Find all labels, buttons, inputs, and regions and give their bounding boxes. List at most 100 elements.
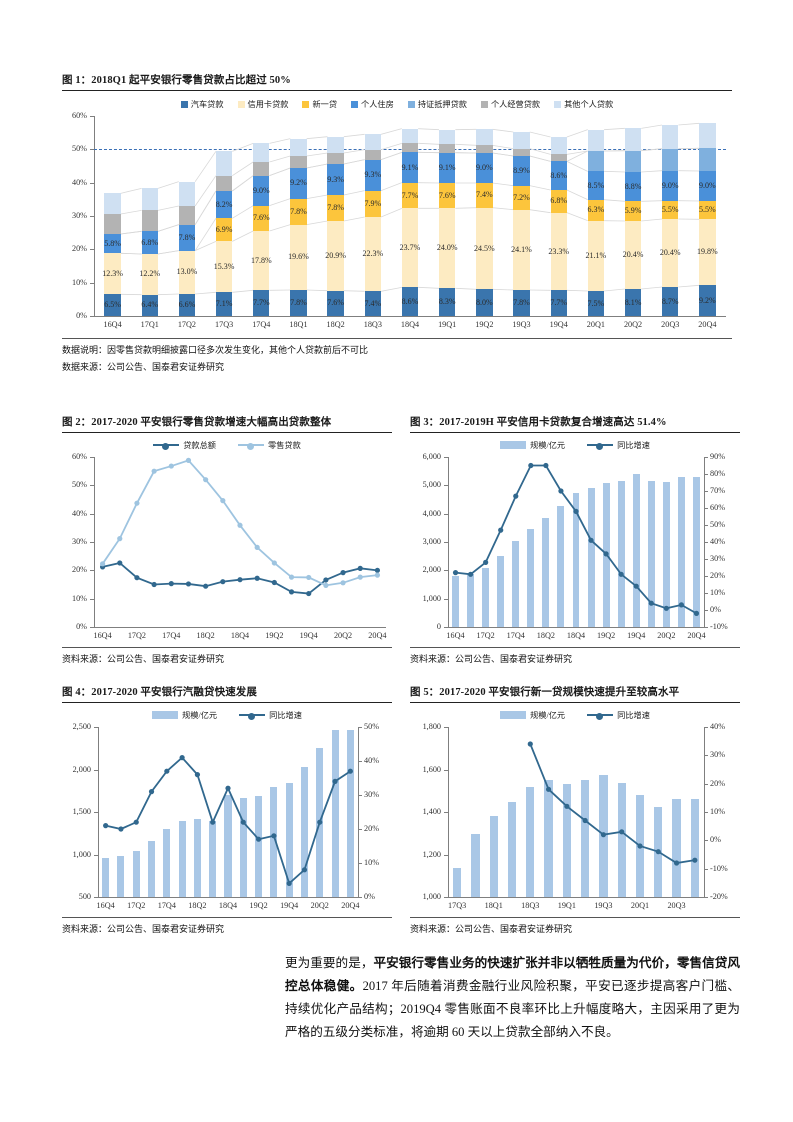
legend-item-mortgage: 个人住房 xyxy=(351,98,394,110)
legend-label-scale: 规模/亿元 xyxy=(530,441,566,450)
fig4-box-x-tick-label: 20Q2 xyxy=(310,901,329,910)
fig3-box-bar xyxy=(467,573,475,627)
fig2-box-x-tick-label: 18Q2 xyxy=(196,631,215,640)
fig1-data-label: 12.3% xyxy=(102,268,123,278)
fig1-bar-segment xyxy=(141,210,158,232)
fig1-data-label: 12.2% xyxy=(139,269,161,279)
fig1-bar-segment xyxy=(215,241,233,293)
fig3-box-y-tick-label-right: 20% xyxy=(710,571,726,580)
fig2-box-y-tick-label: 10% xyxy=(71,593,87,603)
fig1-bar-segment xyxy=(699,171,716,201)
figure-5-top-rule xyxy=(410,702,740,703)
fig2-box-y-tick xyxy=(90,485,94,487)
fig3-box-x-tick-label: 19Q2 xyxy=(597,631,616,640)
fig1-data-label: 9.1% xyxy=(438,162,456,172)
fig1-x-axis xyxy=(94,316,726,317)
fig1-bar-segment xyxy=(476,183,493,208)
fig4-box-y-tick-label-right: 50% xyxy=(364,722,380,731)
fig3-box-x-tick-label: 18Q2 xyxy=(536,631,555,640)
fig2-box-y-tick-label: 30% xyxy=(71,537,87,546)
fig3-box-y-tick-right xyxy=(704,491,708,492)
fig4-box-x-axis xyxy=(98,897,358,898)
fig1-data-label: 8.5% xyxy=(587,180,605,190)
legend-swatch-xinyidai xyxy=(302,100,310,108)
fig3-box-bar xyxy=(512,541,520,627)
figure-2-legend: 贷款总额 零售贷款 xyxy=(62,433,392,451)
fig2-box-y-tick xyxy=(90,457,94,458)
figure-1-legend: 汽车贷款 信用卡贷款 新一贷 个人住房 持证抵押贷款 个人经营贷款 其他个人贷款 xyxy=(62,91,732,110)
figure-3-plot: 0 1,000 2,000 3,000 4,000 5,000 6,000 -10% 0% 10%… xyxy=(410,451,740,647)
fig1-bar-segment xyxy=(290,198,307,225)
fig4-box-y-tick xyxy=(94,727,98,728)
fig3-box-bar xyxy=(497,555,505,627)
fig1-data-label: 23.3% xyxy=(548,246,570,256)
fig1-data-label: 9.0% xyxy=(661,180,679,190)
fig1-bar-segment xyxy=(662,287,679,316)
fig1-data-label: 21.1% xyxy=(585,250,607,260)
fig1-y-tick-label: 30% xyxy=(71,211,87,220)
fig1-bar-segment xyxy=(364,134,381,150)
figure-2-source: 资料来源：公司公告、国泰君安证券研究 xyxy=(62,654,225,664)
fig1-y-tick-label: 40% xyxy=(71,177,87,187)
fig5-box-bar xyxy=(471,833,480,897)
fig1-bar-segment xyxy=(364,217,381,292)
fig5-box-y-tick-right xyxy=(704,812,708,813)
fig2-box-y-tick xyxy=(90,542,94,543)
fig1-data-label: 9.3% xyxy=(327,174,344,184)
fig4-box-y-tick-label-right: 10% xyxy=(364,858,380,867)
fig3-box-bar xyxy=(662,482,670,627)
fig5-box-bar xyxy=(690,798,700,897)
legend-label-credit-card: 信用卡贷款 xyxy=(247,100,289,109)
fig1-data-label: 24.1% xyxy=(511,244,532,254)
fig3-box-y-tick-right xyxy=(704,576,708,577)
fig4-box-y-tick xyxy=(94,812,98,813)
fig1-data-label: 6.9% xyxy=(215,224,233,234)
fig3-box-bar xyxy=(693,477,700,627)
fig4-box-y-axis-right xyxy=(358,727,359,897)
fig1-bar-segment xyxy=(178,224,196,251)
fig1-bar-segment xyxy=(513,185,530,210)
figure-3-top-rule xyxy=(410,432,740,433)
fig3-box-y-tick-label-right: -10% xyxy=(710,622,728,631)
fig1-bar-segment xyxy=(104,214,121,234)
fig1-data-label: 8.2% xyxy=(215,199,233,209)
fig1-data-label: 7.7% xyxy=(252,298,270,308)
legend-label-auto-loan: 汽车贷款 xyxy=(190,100,224,109)
fig3-box-bar xyxy=(632,474,640,627)
fig5-box-y-tick xyxy=(444,897,448,898)
fig1-bar-segment xyxy=(587,199,605,221)
fig1-y-tick xyxy=(90,182,94,184)
fig3-box-y-tick-right xyxy=(704,457,708,458)
fig4-box-y-tick-label: 1,500 xyxy=(72,807,91,816)
legend-bar-scale xyxy=(152,711,179,719)
fig3-box-y-tick xyxy=(444,570,448,572)
fig5-box-y-tick-label: 1,400 xyxy=(422,807,441,816)
fig1-y-tick xyxy=(90,282,94,284)
fig1-x-tick-label: 18Q1 xyxy=(289,320,308,329)
legend-item-total-loans: 贷款总额 xyxy=(153,439,216,451)
fig3-box-y-tick-right xyxy=(704,559,708,560)
fig3-box-y-tick xyxy=(444,627,448,628)
fig4-box-y-tick-label: 2,500 xyxy=(72,722,91,731)
fig3-box-x-tick-label: 20Q4 xyxy=(687,631,706,640)
fig4-box-bar xyxy=(255,796,263,897)
fig1-bar-segment xyxy=(141,254,158,295)
fig3-box-bar xyxy=(452,575,459,627)
fig1-bar-segment xyxy=(104,234,121,254)
figure-4-title: 图 4：2017-2020 平安银行汽融贷快速发展 xyxy=(62,687,257,698)
fig2-box-y-tick-label: 0% xyxy=(76,622,87,631)
fig3-box-y-tick-label: 2,000 xyxy=(422,565,441,575)
fig4-box-bar xyxy=(285,783,293,897)
fig1-bar-segment xyxy=(550,190,567,213)
fig5-box-bar xyxy=(580,779,590,897)
fig1-bar-segment xyxy=(215,292,233,316)
fig1-bar-segment xyxy=(401,152,419,183)
fig1-data-label: 19.6% xyxy=(288,252,309,262)
fig1-x-tick-label: 20Q3 xyxy=(661,320,680,329)
fig5-box-y-tick-right xyxy=(704,727,708,728)
fig3-box-y-tick xyxy=(444,457,448,458)
fig1-bar-segment xyxy=(141,188,158,211)
figure-5-plot: 1,000 1,200 1,400 1,600 1,800 -20% -10% 0% 10% 20… xyxy=(410,721,740,917)
figure-4-top-rule xyxy=(62,702,392,703)
fig3-box-lines xyxy=(452,462,700,616)
